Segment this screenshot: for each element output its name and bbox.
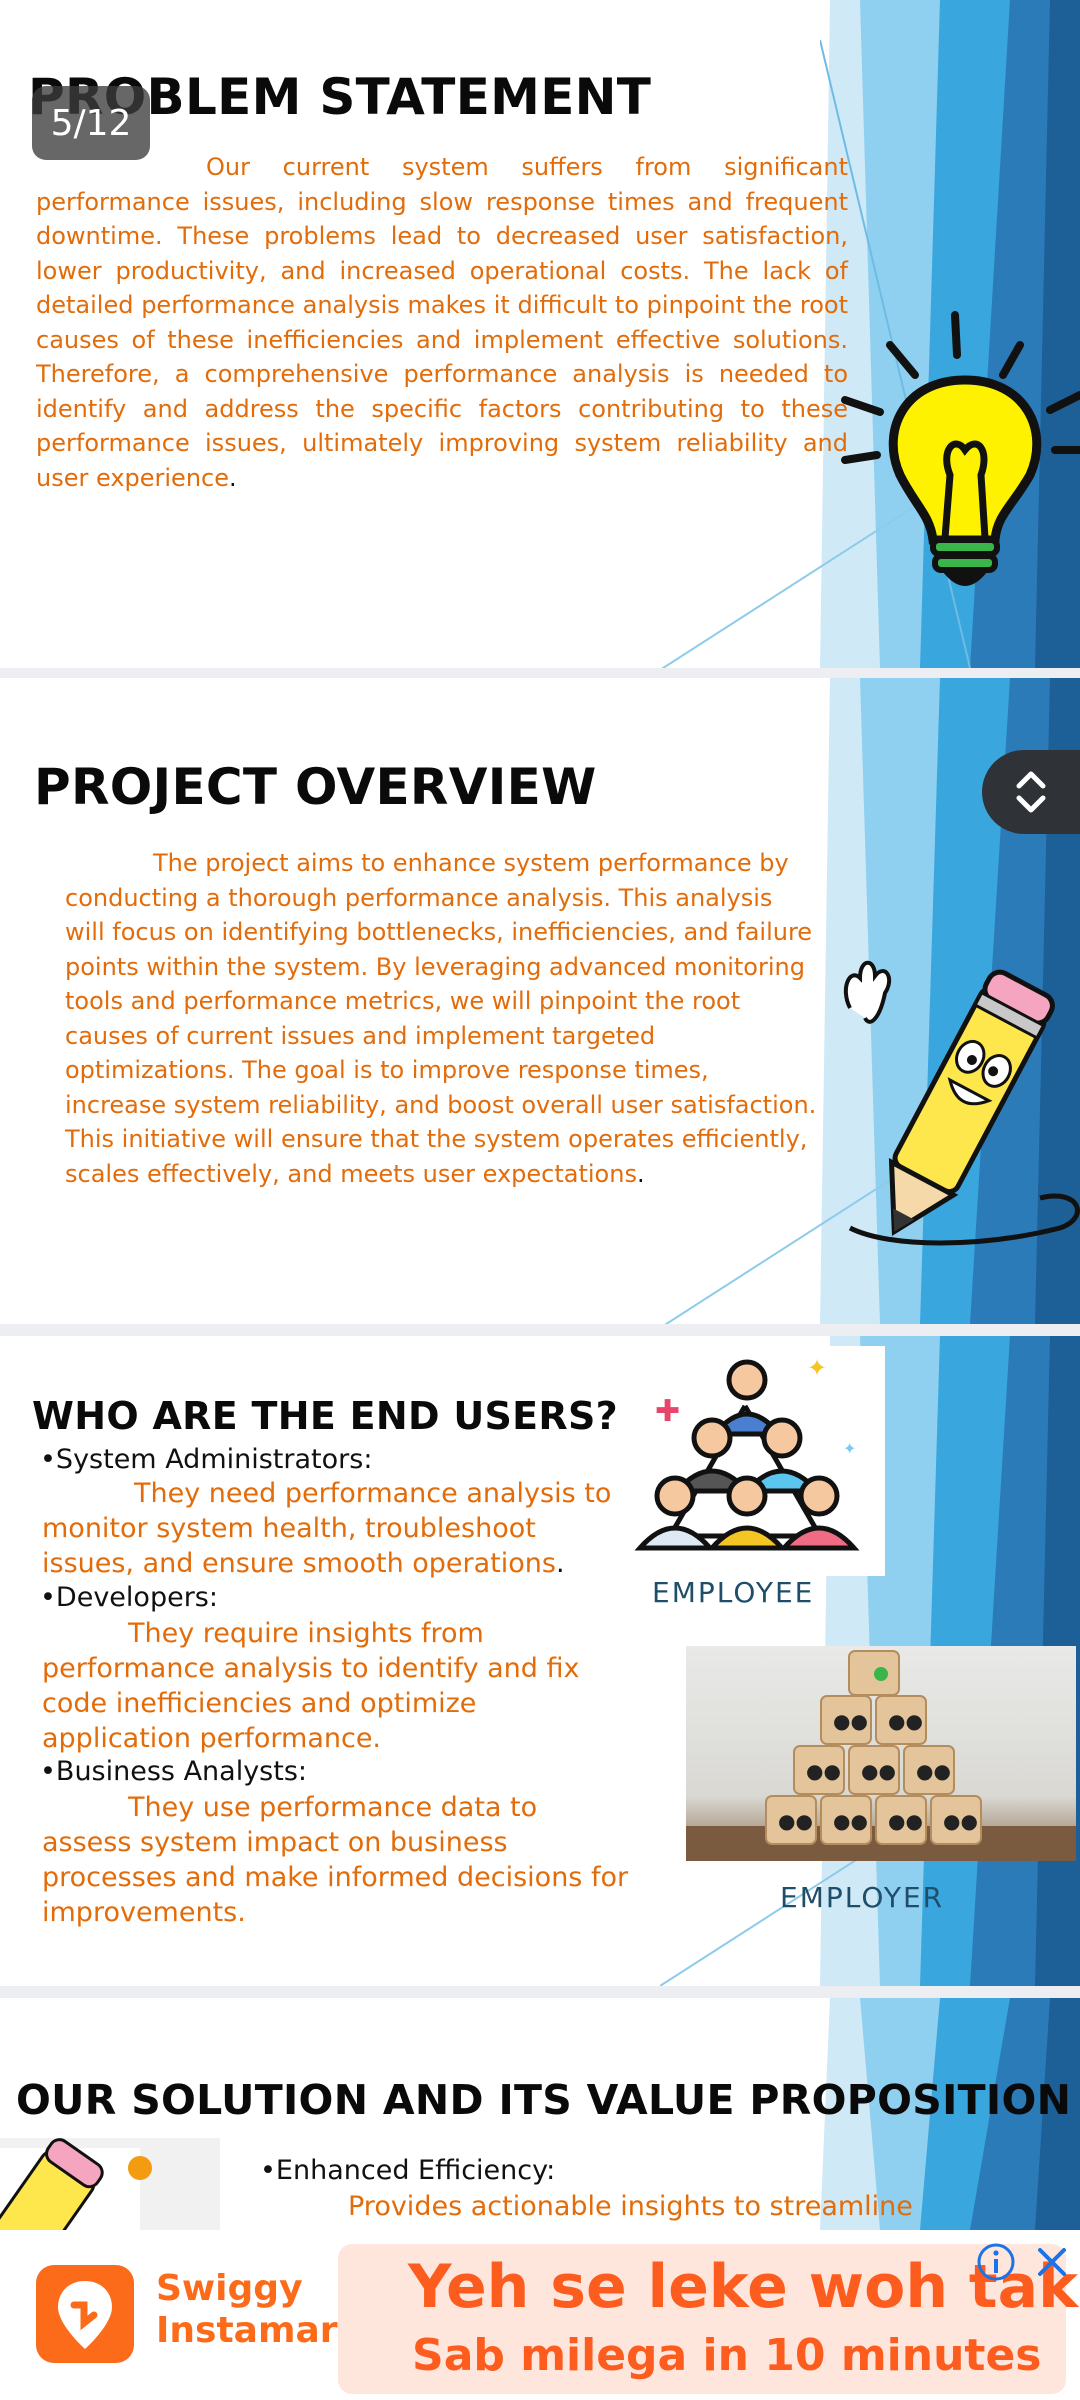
slide-body-text: Our current system suffers from signific…	[36, 153, 848, 492]
svg-text:●●: ●●	[778, 1809, 813, 1833]
bullet-developers-label: •Developers:	[40, 1582, 218, 1613]
chevron-up-down-icon	[1016, 771, 1046, 813]
ad-headline-panel[interactable]: Yeh se leke woh tak Sab milega in 10 min…	[338, 2244, 1078, 2394]
employee-caption: EMPLOYEE	[652, 1576, 815, 1609]
bullet-sysadmin-label: •System Administrators:	[40, 1444, 373, 1475]
slide-end-users: ✚ ✦ ✦ EMPLOYEE	[0, 1336, 1080, 1986]
svg-text:●●: ●●	[916, 1759, 951, 1783]
svg-text:●●: ●●	[833, 1709, 868, 1733]
bullet-analysts-label: •Business Analysts:	[40, 1756, 307, 1787]
slide-left-line	[661, 489, 941, 668]
bullet-analysts-text: They use performance data to assess syst…	[42, 1792, 629, 1928]
bullet-sysadmin-text: They need performance analysis to monito…	[42, 1478, 612, 1579]
pencil-mascot-icon	[843, 960, 1080, 1246]
bullet-developers-text: They require insights from performance a…	[42, 1618, 580, 1754]
slide-problem-statement: PROBLEM STATEMENT Our current system suf…	[0, 0, 1080, 668]
location-pin-icon	[58, 2281, 112, 2349]
ad-banner[interactable]: Swiggy Instamart Yeh se leke woh tak Sab…	[0, 2230, 1080, 2400]
bullet-efficiency-label: •Enhanced Efficiency:	[260, 2155, 556, 2186]
slide-project-overview: PROJECT OVERVIEW The project aims to enh…	[0, 678, 1080, 1324]
slide-title: WHO ARE THE END USERS?	[32, 1394, 619, 1438]
svg-text:●●: ●●	[888, 1709, 923, 1733]
pencil-thumbnail-image	[0, 2138, 220, 2230]
svg-text:●●: ●●	[806, 1759, 841, 1783]
employer-caption: EMPLOYER	[780, 1881, 945, 1914]
svg-text:✦: ✦	[807, 1354, 827, 1382]
employer-blocks-image: ●● ●● ●● ●● ●● ●● ●● ●● ●●	[686, 1646, 1076, 1861]
ad-brand-line1: Swiggy	[156, 2268, 303, 2309]
slide-title: PROJECT OVERVIEW	[34, 758, 597, 816]
svg-text:✚: ✚	[655, 1394, 680, 1429]
svg-text:●●: ●●	[861, 1759, 896, 1783]
bullet-efficiency-text: Provides actionable insights to streamli…	[348, 2191, 913, 2222]
slide-decoration	[820, 1998, 1080, 2230]
ad-headline: Yeh se leke woh tak	[408, 2252, 1078, 2322]
svg-text:●●: ●●	[833, 1809, 868, 1833]
page-indicator: 5/12	[32, 86, 150, 160]
svg-text:●●: ●●	[888, 1809, 923, 1833]
slide-title: OUR SOLUTION AND ITS VALUE PROPOSITION	[16, 2076, 1072, 2124]
swiggy-instamart-logo	[36, 2265, 134, 2363]
ad-brand-line2: Instamart	[156, 2310, 355, 2351]
ad-subline: Sab milega in 10 minutes	[412, 2330, 1042, 2381]
slide-solution: OUR SOLUTION AND ITS VALUE PROPOSITION •…	[0, 1998, 1080, 2230]
ad-close-icon[interactable]	[1030, 2240, 1074, 2284]
fast-scroll-handle[interactable]	[982, 750, 1080, 834]
svg-text:✦: ✦	[843, 1439, 856, 1458]
slide-body-text: The project aims to enhance system perfo…	[65, 849, 817, 1188]
light-bulb-icon	[841, 311, 1080, 586]
employee-pyramid-icon: ✚ ✦ ✦	[615, 1346, 885, 1576]
svg-text:●●: ●●	[943, 1809, 978, 1833]
ad-info-icon[interactable]	[974, 2240, 1018, 2284]
